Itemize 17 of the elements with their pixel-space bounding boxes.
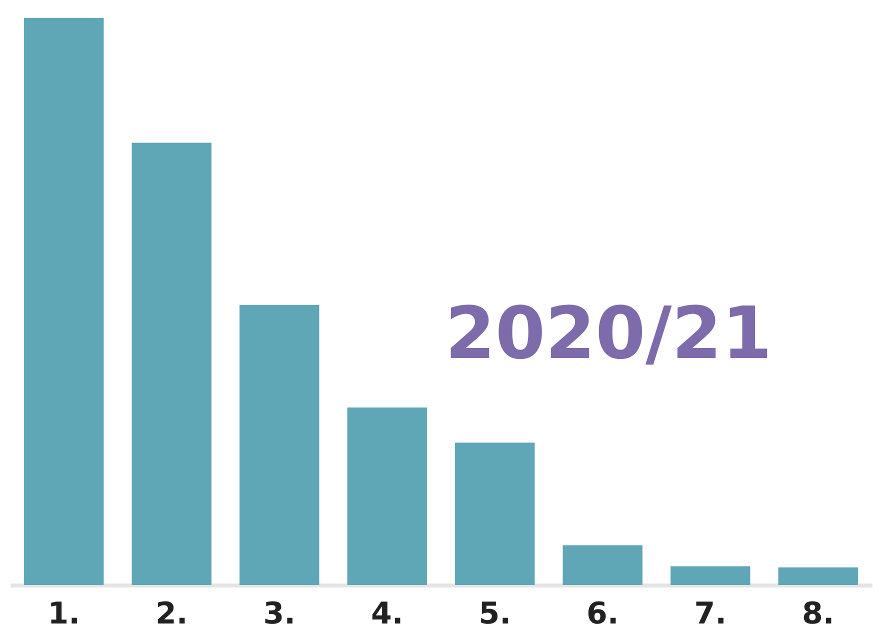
bar bbox=[240, 304, 320, 585]
bar bbox=[562, 545, 642, 585]
x-tick-label: 5. bbox=[478, 596, 512, 632]
x-tick-label: 4. bbox=[370, 596, 404, 632]
bar bbox=[455, 442, 535, 585]
bar bbox=[24, 18, 104, 585]
text: 2020/21 bbox=[445, 291, 772, 375]
x-tick-label: 6. bbox=[586, 596, 619, 632]
x-tick-label: 3. bbox=[263, 596, 296, 632]
x-tick-label: 1. bbox=[48, 596, 80, 632]
bar bbox=[347, 408, 427, 585]
bar bbox=[670, 566, 750, 585]
x-tick-label: 7. bbox=[694, 596, 727, 632]
x-tick-label: 2. bbox=[155, 596, 188, 632]
bar bbox=[778, 567, 858, 585]
bar bbox=[132, 142, 212, 585]
x-tick-label: 8. bbox=[802, 596, 834, 632]
